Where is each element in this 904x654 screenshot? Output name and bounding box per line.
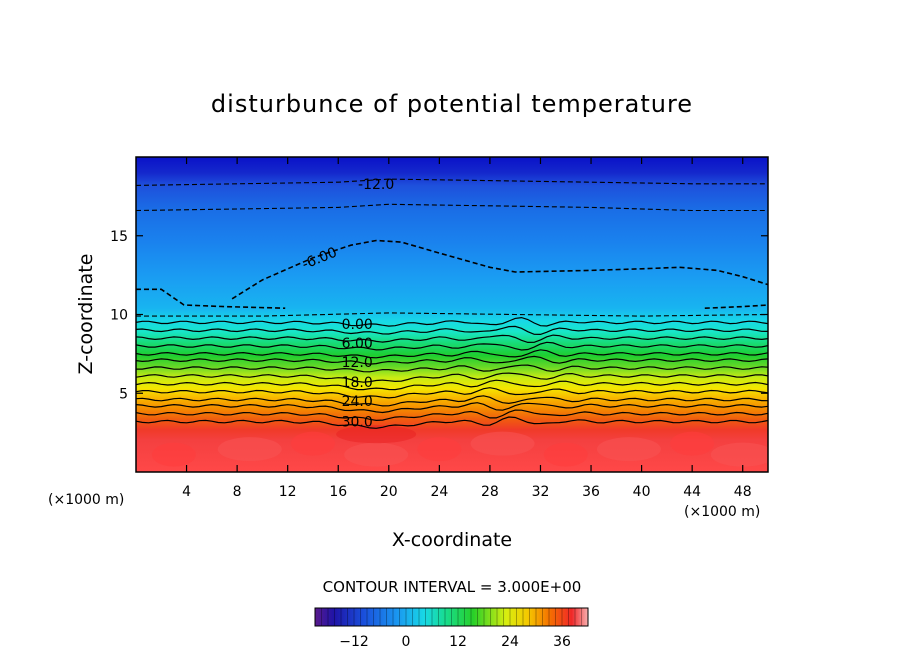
contour-line-positive: [136, 334, 768, 344]
contour-line-positive: [136, 364, 768, 373]
contour-lines: [136, 178, 768, 429]
x-tick-label: 40: [633, 484, 651, 500]
contour-line-negative: [136, 178, 768, 186]
colorbar-tick-label: 36: [553, 634, 571, 650]
y-tick-label: 10: [110, 308, 128, 324]
colorbar-tick-label: 0: [402, 634, 411, 650]
x-unit-right: (×1000 m): [684, 504, 760, 520]
x-tick-label: 12: [279, 484, 297, 500]
contour-label: 12.0: [342, 355, 373, 371]
x-tick-label: 44: [683, 484, 701, 500]
y-axis-label: Z-coordinate: [75, 254, 97, 375]
contour-line-positive: [136, 372, 768, 383]
contour-line-positive: [136, 409, 768, 422]
contour-label: -12.0: [358, 177, 394, 193]
colorbar-ticks: −12 0 12 24 36: [339, 634, 571, 650]
warm-blob: [290, 431, 335, 456]
warm-core: [336, 425, 417, 444]
contour-line-positive: [136, 325, 768, 336]
colorbar-tick-label: 24: [501, 634, 519, 650]
x-tick-label: 36: [582, 484, 600, 500]
contour-line-positive: [136, 341, 768, 351]
contour-line-positive: [136, 355, 768, 365]
x-tick-label: 16: [329, 484, 347, 500]
contour-interval-text: CONTOUR INTERVAL = 3.000E+00: [323, 578, 582, 596]
contour-line-negative: [231, 239, 768, 300]
warm-blob: [417, 437, 462, 462]
x-tick-label: 8: [233, 484, 242, 500]
contour-line-negative: [704, 304, 768, 309]
contour-line-positive: [136, 395, 768, 407]
colorbar-tick-label: 12: [449, 634, 467, 650]
x-tick-label: 28: [481, 484, 499, 500]
warm-blob: [344, 442, 409, 467]
y-tick-label: 5: [119, 386, 128, 402]
plot-field: [136, 157, 768, 472]
contour-line-positive: [136, 387, 768, 399]
x-tick-label: 32: [532, 484, 550, 500]
x-tick-label: 4: [182, 484, 191, 500]
contour-line-positive: [136, 416, 768, 429]
warm-blob: [217, 437, 282, 462]
colorbar-frame: [314, 607, 589, 627]
contour-line-positive: [136, 349, 768, 359]
colorbar-tick-label: −12: [339, 634, 369, 650]
contour-line-positive: [136, 379, 768, 391]
contour-label: 6.00: [342, 336, 373, 352]
contour-line-negative: [136, 203, 768, 212]
x-tick-label: 24: [430, 484, 448, 500]
warm-blob: [596, 437, 661, 462]
x-axis-label: X-coordinate: [392, 529, 512, 551]
contour-line-positive: [136, 316, 768, 327]
y-axis-ticks: 5 10 15: [110, 229, 768, 402]
warm-blob: [543, 442, 588, 467]
contour-line-negative: [136, 288, 286, 309]
warm-blob: [670, 431, 715, 456]
x-tick-label: 20: [380, 484, 398, 500]
warm-blob: [470, 431, 535, 456]
contour-line-negative: [136, 312, 768, 317]
x-unit-left: (×1000 m): [48, 492, 124, 508]
chart-title: disturbunce of potential temperature: [211, 90, 693, 118]
warm-blob: [151, 442, 196, 467]
contour-label: 24.0: [342, 394, 373, 410]
surface-warm-region: [151, 425, 768, 467]
colorbar-divisions: [314, 608, 589, 626]
x-tick-label: 48: [734, 484, 752, 500]
contour-label: 0.00: [342, 317, 373, 333]
y-tick-label: 15: [110, 229, 128, 245]
contour-label: 30.0: [342, 415, 373, 431]
x-axis-ticks: 4 8 12 16 20 24 28 32 36 40 44 48: [182, 157, 752, 500]
warm-blob: [710, 442, 768, 467]
contour-label: 18.0: [342, 375, 373, 391]
contour-line-positive: [136, 402, 768, 414]
